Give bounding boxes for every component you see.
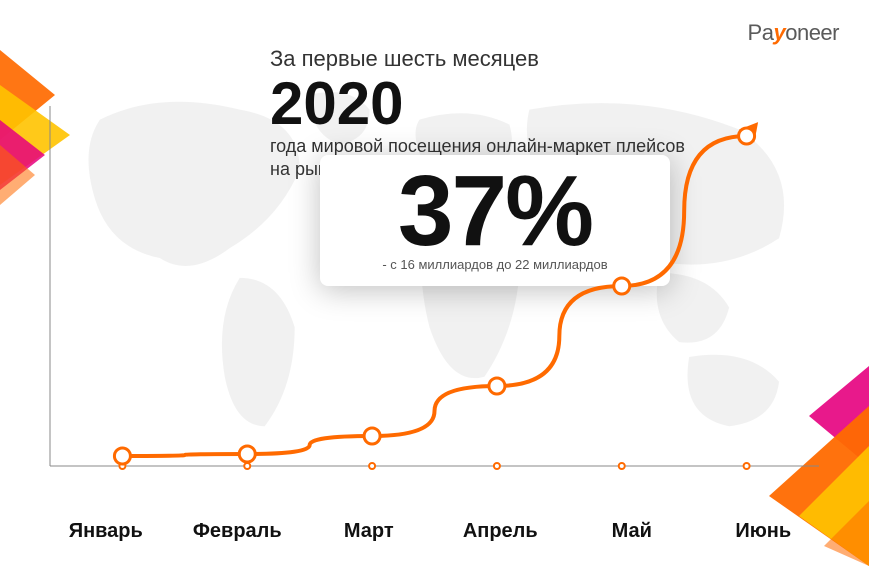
growth-chart [40,86,829,536]
x-axis-label: Февраль [172,520,304,546]
x-axis-label: Март [303,520,435,546]
logo-pre: Pa [748,20,774,45]
payoneer-logo: Payoneer [748,20,839,46]
x-axis-label: Апрель [435,520,567,546]
logo-post: oneer [785,20,839,45]
x-axis-label: Май [566,520,698,546]
chart-x-labels: ЯнварьФевральМартАпрельМайИюнь [40,520,829,546]
x-axis-label: Январь [40,520,172,546]
chart-svg [40,86,829,536]
headline-line1: За первые шесть месяцев [270,46,700,72]
x-axis-label: Июнь [698,520,830,546]
logo-accent: y [773,20,785,45]
